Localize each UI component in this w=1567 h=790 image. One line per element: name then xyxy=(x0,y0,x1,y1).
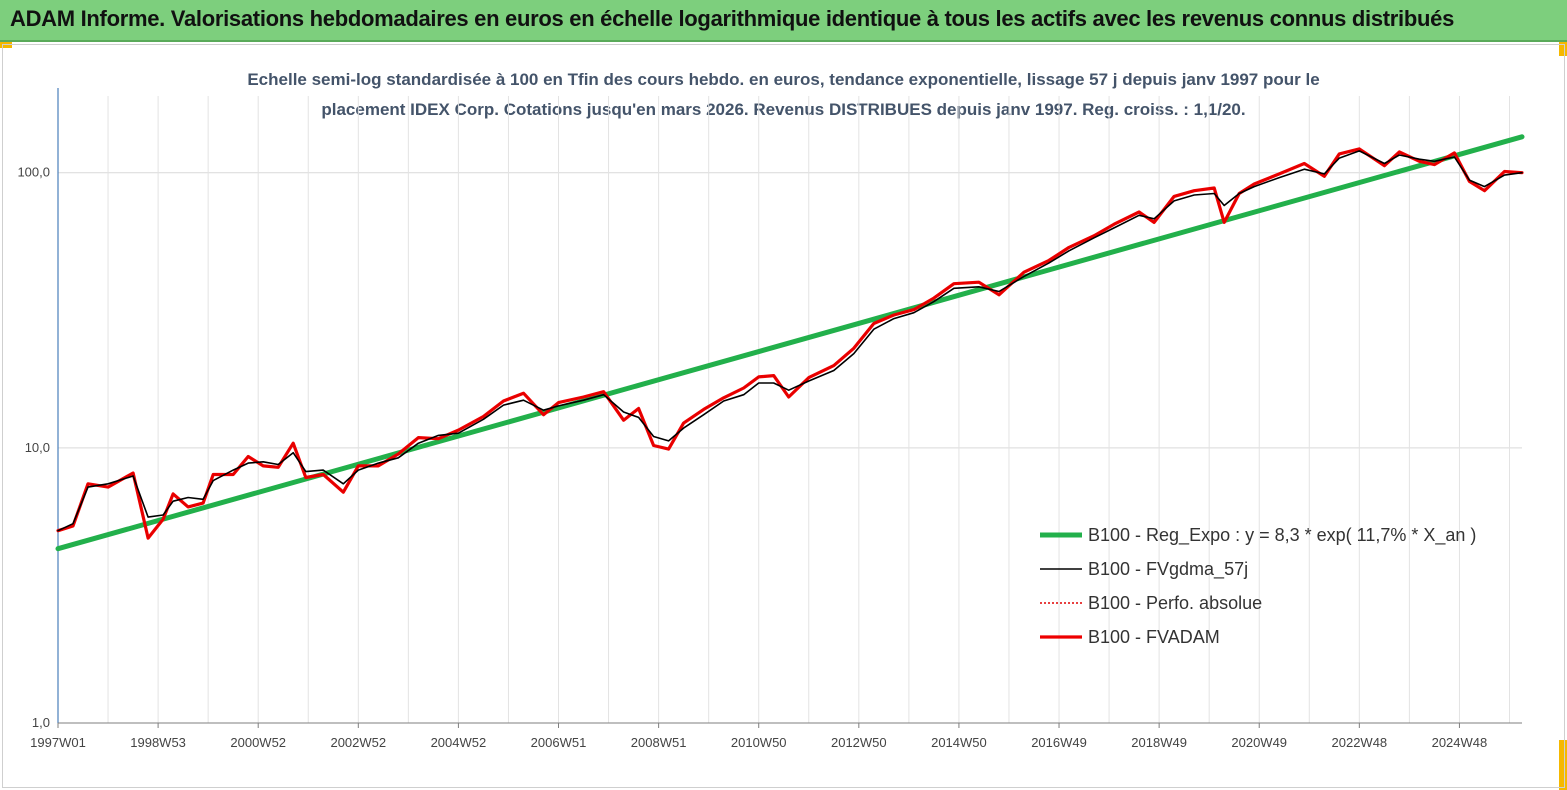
x-tick-label: 2004W52 xyxy=(431,735,487,750)
chart-title-line-2: placement IDEX Corp. Cotations jusqu'en … xyxy=(321,100,1246,119)
x-tick-label: 1997W01 xyxy=(30,735,86,750)
x-tick-label: 2018W49 xyxy=(1131,735,1187,750)
legend-label: B100 - FVgdma_57j xyxy=(1088,559,1248,580)
x-tick-label: 2020W49 xyxy=(1231,735,1287,750)
y-tick-label: 10,0 xyxy=(25,440,50,455)
corner-mark-bottom-right xyxy=(1559,740,1567,790)
corner-mark-top-right xyxy=(1559,42,1567,56)
x-tick-label: 2014W50 xyxy=(931,735,987,750)
banner-title: ADAM Informe. Valorisations hebdomadaire… xyxy=(10,6,1455,31)
legend-label: B100 - Perfo. absolue xyxy=(1088,593,1262,613)
legend-label: B100 - Reg_Expo : y = 8,3 * exp( 11,7% *… xyxy=(1088,525,1476,546)
x-tick-label: 2024W48 xyxy=(1432,735,1488,750)
x-tick-label: 2010W50 xyxy=(731,735,787,750)
chart-title-line-1: Echelle semi-log standardisée à 100 en T… xyxy=(247,70,1320,89)
y-tick-label: 1,0 xyxy=(32,715,50,730)
series-line-thick-green xyxy=(55,134,1525,552)
series-layer xyxy=(55,134,1525,552)
x-tick-label: 2002W52 xyxy=(330,735,386,750)
x-tick-label: 2000W52 xyxy=(230,735,286,750)
legend-layer: B100 - Reg_Expo : y = 8,3 * exp( 11,7% *… xyxy=(1040,525,1476,647)
x-tick-label: 2016W49 xyxy=(1031,735,1087,750)
series-line-thin-black xyxy=(57,150,1523,532)
x-tick-label: 1998W53 xyxy=(130,735,186,750)
banner: ADAM Informe. Valorisations hebdomadaire… xyxy=(0,0,1567,42)
x-tick-label: 2008W51 xyxy=(631,735,687,750)
x-tick-label: 2022W48 xyxy=(1332,735,1388,750)
legend-label: B100 - FVADAM xyxy=(1088,627,1220,647)
corner-mark-top-left xyxy=(0,42,12,48)
x-tick-label: 2012W50 xyxy=(831,735,887,750)
axis-layer: 1,0 10,0 100,0 1997W01 1998W53 2000W52 2002W52… xyxy=(17,88,1522,750)
y-tick-label: 100,0 xyxy=(17,165,50,180)
chart-frame xyxy=(2,44,1565,788)
grid-layer xyxy=(57,96,1522,724)
x-tick-label: 2006W51 xyxy=(531,735,587,750)
series-line-dotted-red xyxy=(57,148,1523,539)
